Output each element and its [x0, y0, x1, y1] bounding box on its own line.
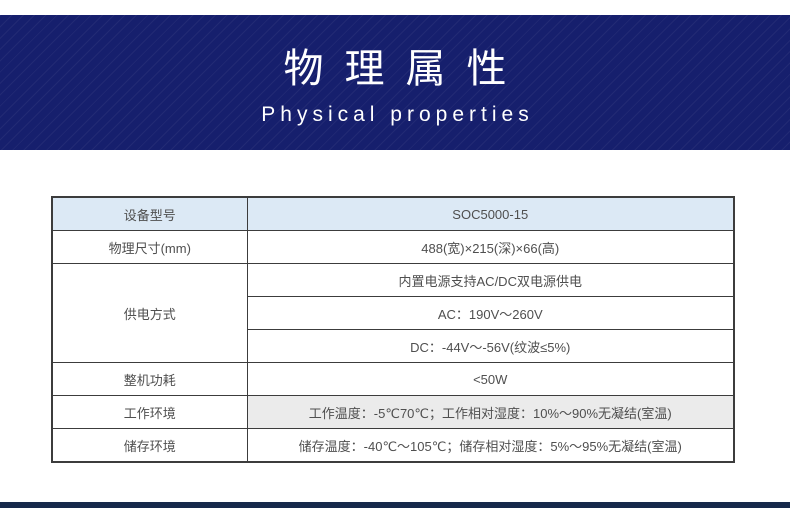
- table-row-device-model: 设备型号 SOC5000-15: [51, 196, 735, 231]
- footer-bar: [0, 502, 790, 508]
- hero-banner: 物理属性 Physical properties: [0, 15, 790, 150]
- row-value-power-supply-builtin: 内置电源支持AC/DC双电源供电: [246, 263, 735, 297]
- row-value-dimensions: 488(宽)×215(深)×66(高): [246, 230, 735, 264]
- row-label-device-model: 设备型号: [51, 196, 248, 231]
- table-row-power-supply-1: 供电方式 内置电源支持AC/DC双电源供电: [51, 263, 735, 363]
- page-subtitle: Physical properties: [261, 102, 534, 126]
- row-value-power-supply-dc: DC：-44V～-56V(纹波≤5%): [246, 329, 735, 363]
- row-value-device-model: SOC5000-15: [246, 196, 735, 231]
- row-label-operating-environment: 工作环境: [51, 395, 248, 429]
- table-row-power-supply-2: AC：190V～260V: [52, 296, 735, 330]
- row-label-dimensions: 物理尺寸(mm): [51, 230, 248, 264]
- spec-table: 设备型号 SOC5000-15 物理尺寸(mm) 488(宽)×215(深)×6…: [51, 196, 735, 463]
- row-value-power-supply-ac: AC：190V～260V: [246, 296, 735, 330]
- table-row-dimensions: 物理尺寸(mm) 488(宽)×215(深)×66(高): [51, 230, 735, 264]
- row-value-operating-environment: 工作温度：-5℃70℃；工作相对湿度：10%～90%无凝结(室温): [246, 395, 735, 429]
- row-value-storage-environment: 储存温度：-40℃～105℃；储存相对湿度：5%～95%无凝结(室温): [246, 428, 735, 463]
- page-title: 物理属性: [283, 46, 528, 91]
- table-row-operating-environment: 工作环境 工作温度：-5℃70℃；工作相对湿度：10%～90%无凝结(室温): [51, 395, 735, 429]
- row-label-power-consumption: 整机功耗: [51, 362, 248, 396]
- row-label-power-supply: 供电方式: [51, 263, 248, 363]
- row-label-storage-environment: 储存环境: [51, 428, 248, 463]
- row-value-power-consumption: <50W: [246, 362, 735, 396]
- table-row-power-consumption: 整机功耗 <50W: [51, 362, 735, 396]
- table-row-storage-environment: 储存环境 储存温度：-40℃～105℃；储存相对湿度：5%～95%无凝结(室温): [51, 428, 735, 463]
